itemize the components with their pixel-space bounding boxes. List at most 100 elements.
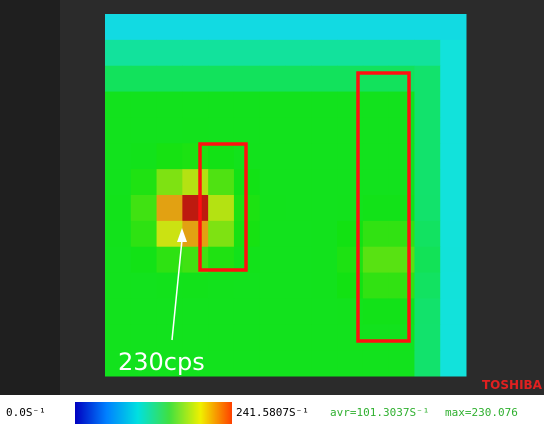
heat-cell [157, 117, 183, 143]
heat-cell [363, 14, 389, 40]
heat-cell [105, 324, 131, 350]
heat-cell [311, 221, 337, 247]
heat-cell [363, 273, 389, 299]
heat-cell [182, 298, 208, 324]
heat-cell [389, 117, 415, 143]
heat-cell [311, 117, 337, 143]
heat-cell [389, 14, 415, 40]
heat-cell [389, 143, 415, 169]
heat-cell [208, 273, 234, 299]
heat-cell [440, 169, 466, 195]
heat-cell [414, 273, 440, 299]
heat-cell [337, 350, 363, 376]
heat-cell [440, 195, 466, 221]
heat-cell [286, 350, 312, 376]
heat-cell [105, 298, 131, 324]
heat-cell [414, 247, 440, 273]
heat-cell [440, 298, 466, 324]
heat-cell [234, 14, 260, 40]
heat-cell [440, 92, 466, 118]
heat-cell [440, 324, 466, 350]
heat-cell [311, 92, 337, 118]
heat-cell [260, 14, 286, 40]
heat-cell [234, 66, 260, 92]
heat-cell [234, 92, 260, 118]
heat-cell [414, 298, 440, 324]
heat-cell [105, 40, 131, 66]
heat-cell [363, 350, 389, 376]
heat-cell [260, 324, 286, 350]
heat-cell [440, 143, 466, 169]
heat-cell [131, 117, 157, 143]
heat-cell [286, 298, 312, 324]
heat-cell [363, 117, 389, 143]
heat-cell [182, 92, 208, 118]
heat-cell [363, 143, 389, 169]
heat-cell [105, 14, 131, 40]
heat-cell [182, 324, 208, 350]
heat-cell [105, 92, 131, 118]
heat-cell [208, 92, 234, 118]
heat-cell [389, 247, 415, 273]
heat-cell [157, 66, 183, 92]
heat-cell [311, 298, 337, 324]
heat-cell [208, 169, 234, 195]
heat-cell [389, 350, 415, 376]
heat-cell [389, 92, 415, 118]
heat-cell [157, 221, 183, 247]
heat-cell [105, 117, 131, 143]
heat-cell [337, 14, 363, 40]
heat-cell [286, 40, 312, 66]
heat-cell [105, 169, 131, 195]
heat-cell [131, 40, 157, 66]
heat-cell [182, 66, 208, 92]
heat-cell [311, 195, 337, 221]
heat-cell [157, 298, 183, 324]
heat-cell [157, 14, 183, 40]
heat-cell [389, 221, 415, 247]
heat-cell [208, 14, 234, 40]
heat-cell [234, 117, 260, 143]
heat-cell [389, 298, 415, 324]
heat-cell [440, 66, 466, 92]
heat-cell [286, 247, 312, 273]
heat-cell [208, 350, 234, 376]
heat-cell [260, 221, 286, 247]
heat-cell [311, 169, 337, 195]
heat-cell [131, 66, 157, 92]
heat-cell [414, 324, 440, 350]
heat-cell [208, 195, 234, 221]
heat-cell [234, 40, 260, 66]
heat-cell [286, 143, 312, 169]
brand: TOSHIBA [482, 378, 543, 392]
heat-cell [414, 169, 440, 195]
heat-cell [260, 195, 286, 221]
heat-cell [440, 14, 466, 40]
heat-cell [260, 117, 286, 143]
heat-cell [131, 14, 157, 40]
heat-cell [286, 324, 312, 350]
heat-cell [414, 195, 440, 221]
heat-cell [234, 298, 260, 324]
heat-cell [389, 66, 415, 92]
heat-cell [234, 273, 260, 299]
heat-cell [131, 273, 157, 299]
heat-cell [389, 169, 415, 195]
heat-cell [363, 169, 389, 195]
heat-cell [414, 117, 440, 143]
heat-cell [208, 324, 234, 350]
heat-cell [414, 66, 440, 92]
screenshot: 230cps TOSHIBA 0.0S⁻¹ 241.5807S⁻¹ avr=10… [0, 0, 544, 433]
heat-cell [311, 324, 337, 350]
heat-cell [363, 324, 389, 350]
heat-cell [414, 92, 440, 118]
heat-cell [208, 40, 234, 66]
heat-cell [260, 92, 286, 118]
heat-cell [182, 143, 208, 169]
heat-cell [363, 66, 389, 92]
heat-cell [260, 273, 286, 299]
photo-shadow [0, 0, 60, 395]
heat-cell [131, 324, 157, 350]
heat-cell [131, 247, 157, 273]
heat-cell [286, 92, 312, 118]
